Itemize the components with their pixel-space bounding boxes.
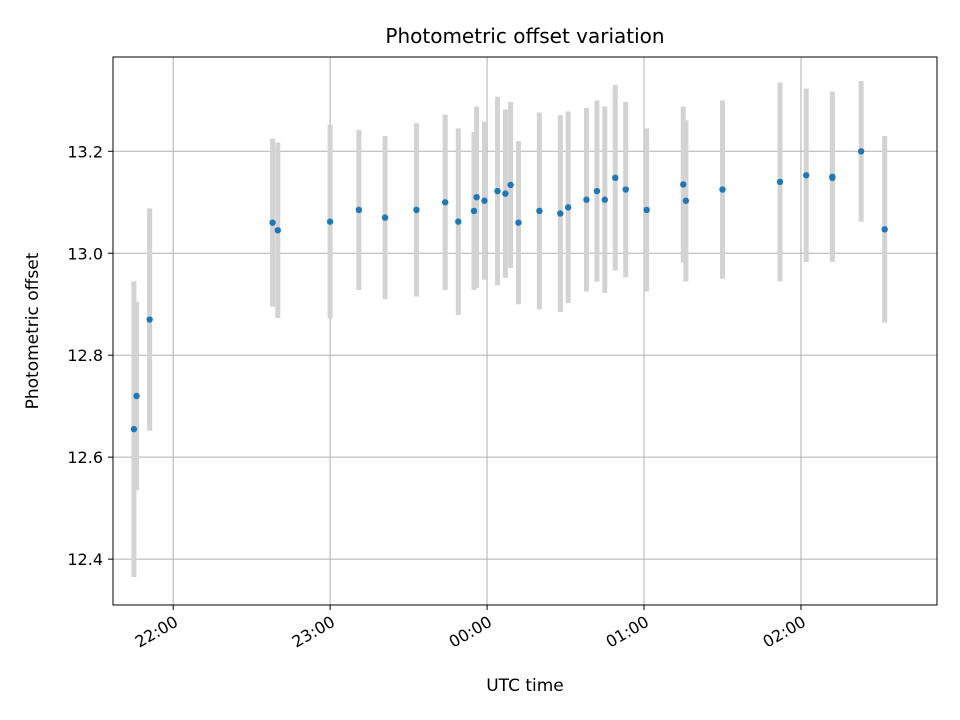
data-point (601, 196, 608, 203)
data-point (564, 204, 572, 211)
data-point (413, 206, 420, 214)
data-point (507, 181, 514, 189)
data-point (442, 199, 449, 206)
y-axis-ticks: 12.4 12.6 12.8 13.0 13.2 (67, 142, 113, 569)
data-point (326, 218, 334, 225)
y-tick-label: 13.2 (67, 142, 103, 161)
data-point (536, 207, 543, 215)
data-point (680, 181, 687, 188)
y-axis-label: Photometric offset (23, 252, 43, 409)
data-point (481, 197, 488, 204)
data-point (146, 316, 153, 323)
data-point (473, 193, 480, 201)
data-point (776, 178, 784, 186)
data-point (643, 206, 650, 214)
data-point (857, 148, 865, 155)
data-points (130, 148, 888, 433)
data-point (355, 206, 363, 214)
data-point (583, 196, 590, 203)
data-point (269, 219, 276, 226)
y-tick-label: 12.4 (67, 550, 103, 569)
chart-title: Photometric offset variation (385, 24, 664, 48)
data-point (133, 392, 140, 400)
data-point (470, 207, 478, 215)
data-point (557, 210, 564, 217)
data-point (622, 186, 629, 193)
y-tick-label: 12.8 (67, 346, 103, 365)
data-point (515, 219, 522, 226)
data-point (381, 214, 389, 221)
plot-frame (112, 56, 938, 606)
data-point (593, 187, 601, 195)
data-point (455, 218, 462, 225)
data-point (612, 174, 619, 182)
data-point (502, 190, 509, 197)
data-point (682, 197, 690, 204)
data-point (274, 227, 281, 234)
data-point (130, 425, 138, 433)
x-axis-label: UTC time (486, 676, 564, 696)
data-point (719, 186, 726, 193)
y-tick-label: 13.0 (67, 244, 103, 263)
data-point (881, 226, 888, 233)
y-tick-label: 12.6 (67, 448, 103, 467)
data-point (803, 172, 810, 179)
data-point (829, 174, 836, 182)
data-point (494, 187, 501, 195)
